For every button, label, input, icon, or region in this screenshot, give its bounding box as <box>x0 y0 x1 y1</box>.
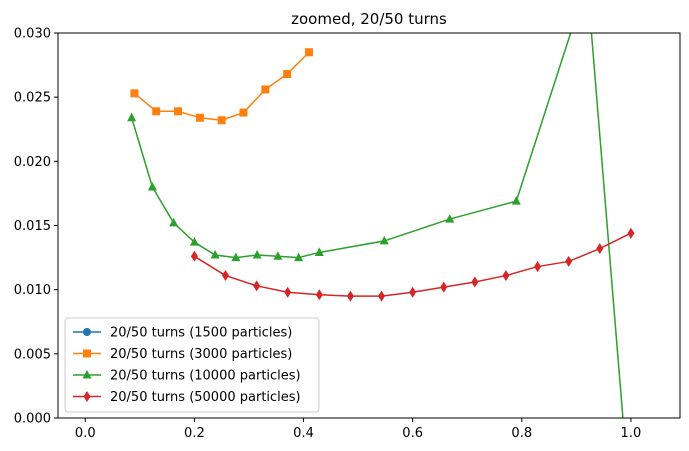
legend-label: 20/50 turns (1500 particles) <box>110 326 292 341</box>
data-point <box>294 252 304 262</box>
y-tick-label: 0.005 <box>14 347 51 362</box>
y-tick-label: 0.010 <box>14 283 51 298</box>
y-axis-ticks: 0.000 0.005 0.010 0.015 0.020 0.025 0.030 <box>14 27 58 427</box>
data-point <box>152 107 161 116</box>
legend-item: 20/50 turns (1500 particles) <box>73 326 292 341</box>
data-point <box>127 112 137 122</box>
x-tick-label: 0.6 <box>402 426 423 441</box>
data-point <box>379 235 389 245</box>
data-point <box>471 276 479 288</box>
data-point <box>239 108 248 117</box>
data-point <box>147 182 157 191</box>
legend-label: 20/50 turns (10000 particles) <box>110 369 301 384</box>
data-point <box>378 290 386 302</box>
data-point <box>627 227 635 239</box>
data-point <box>252 250 262 259</box>
data-point <box>565 255 573 267</box>
legend-marker <box>83 391 91 402</box>
x-tick-label: 1.0 <box>621 426 642 441</box>
legend-box <box>64 317 320 413</box>
legend-item: 20/50 turns (3000 particles) <box>73 347 292 362</box>
data-point <box>314 247 324 256</box>
x-tick-label: 0.4 <box>293 426 314 441</box>
data-point <box>596 243 604 255</box>
data-point <box>304 48 313 57</box>
data-point <box>445 214 455 223</box>
data-point <box>253 280 261 292</box>
data-point <box>190 250 198 262</box>
y-tick-label: 0.030 <box>14 27 51 42</box>
x-tick-label: 0.8 <box>511 426 532 441</box>
x-tick-label: 0.2 <box>184 426 205 441</box>
data-point <box>283 70 292 79</box>
series-2 <box>130 48 313 125</box>
series-line <box>133 51 310 122</box>
data-point <box>195 113 204 122</box>
data-point <box>130 89 139 98</box>
data-point <box>409 286 417 298</box>
plot-frame <box>57 32 681 419</box>
data-point <box>315 289 323 301</box>
data-point <box>174 107 183 116</box>
data-point <box>222 270 230 282</box>
data-point <box>261 85 270 94</box>
series-line <box>194 232 632 297</box>
data-point <box>217 116 226 125</box>
y-tick-label: 0.025 <box>14 91 51 106</box>
x-tick-label: 0.0 <box>75 426 96 441</box>
y-tick-label: 0.020 <box>14 155 51 170</box>
chart-title: zoomed, 20/50 turns <box>291 10 447 28</box>
legend-item: 20/50 turns (50000 particles) <box>73 390 301 405</box>
legend-label: 20/50 turns (50000 particles) <box>110 390 301 405</box>
legend-marker <box>82 370 92 379</box>
data-point <box>189 237 199 246</box>
y-tick-label: 0.015 <box>14 219 51 234</box>
data-point <box>169 217 179 227</box>
data-point <box>346 290 354 302</box>
data-point <box>502 270 510 282</box>
y-tick-label: 0.000 <box>14 412 51 427</box>
data-point <box>440 281 448 293</box>
data-point <box>511 196 521 205</box>
legend-marker <box>83 328 91 336</box>
data-point <box>534 261 542 273</box>
legend-marker <box>83 349 91 358</box>
legend: 20/50 turns (1500 particles) 20/50 turns … <box>64 317 320 413</box>
data-point <box>210 250 220 259</box>
data-point <box>273 251 283 260</box>
series-3 <box>127 33 624 418</box>
legend-label: 20/50 turns (3000 particles) <box>110 347 292 362</box>
series-4 <box>190 227 635 302</box>
series-layer <box>127 33 635 418</box>
data-point <box>231 252 241 262</box>
legend-item: 20/50 turns (10000 particles) <box>73 369 301 384</box>
x-axis-ticks: 0.0 0.2 0.4 0.6 0.8 1.0 <box>75 418 641 441</box>
data-point <box>284 286 292 298</box>
